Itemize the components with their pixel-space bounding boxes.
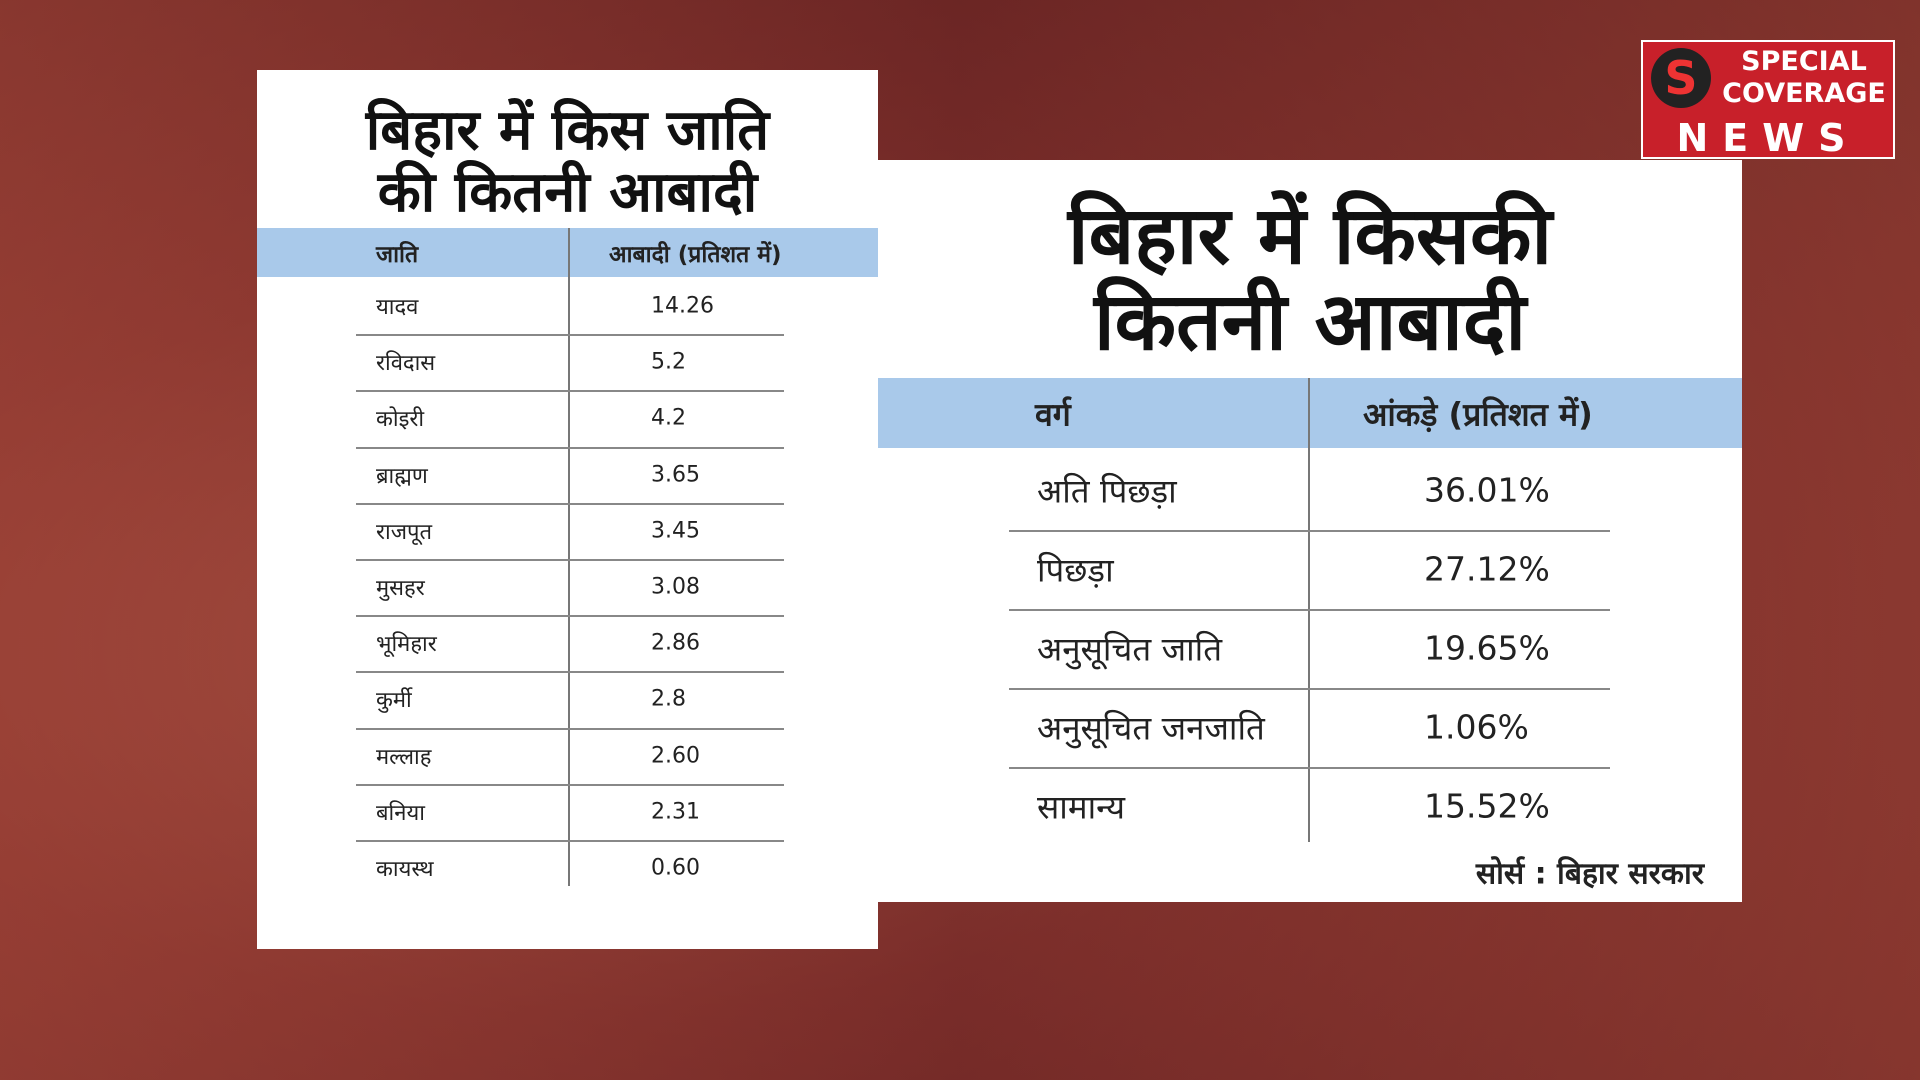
right-title-line2: कितनी आबादी: [1093, 275, 1527, 368]
right-title-line1: बिहार में किसकी: [1067, 189, 1553, 282]
row-divider: [356, 390, 784, 393]
right-panel: बिहार में किसकी कितनी आबादी सोर्स : बिहा…: [878, 160, 1742, 902]
logo-line3: NEWS: [1676, 116, 1860, 160]
value-cell: 3.65: [651, 462, 700, 488]
column-divider: [568, 228, 570, 886]
left-title-line2: की कितनी आबादी: [377, 160, 758, 225]
label-cell: कोइरी: [376, 407, 425, 433]
value-cell: 2.60: [651, 743, 700, 769]
logo: S SPECIAL COVERAGE NEWS: [1641, 40, 1895, 160]
value-cell: 36.01%: [1424, 470, 1550, 510]
value-cell: 14.26: [651, 293, 714, 319]
label-cell: कुर्मी: [376, 688, 412, 714]
value-cell: 3.08: [651, 574, 700, 600]
label-cell: अति पिछड़ा: [1037, 471, 1177, 511]
row-divider: [1009, 608, 1610, 611]
column-header: जाति: [376, 242, 419, 268]
value-cell: 2.31: [651, 799, 700, 825]
label-cell: पिछड़ा: [1037, 550, 1114, 590]
label-cell: मल्लाह: [376, 744, 432, 770]
row-divider: [356, 671, 784, 674]
header-band: [257, 228, 878, 277]
logo-line2: COVERAGE: [1722, 78, 1886, 109]
row-divider: [356, 446, 784, 449]
label-cell: ब्राह्मण: [376, 463, 428, 489]
column-header: वर्ग: [1035, 395, 1071, 434]
value-cell: 1.06%: [1424, 707, 1529, 747]
value-cell: 15.52%: [1424, 786, 1550, 826]
column-header: आंकड़े (प्रतिशत में): [1363, 395, 1593, 434]
row-divider: [1009, 766, 1610, 769]
value-cell: 3.45: [651, 518, 700, 544]
label-cell: रविदास: [376, 351, 436, 377]
column-header: आबादी (प्रतिशत में): [609, 242, 782, 268]
label-cell: भूमिहार: [376, 632, 437, 658]
row-divider: [356, 783, 784, 786]
row-divider: [1009, 687, 1610, 690]
row-divider: [356, 502, 784, 505]
value-cell: 27.12%: [1424, 549, 1550, 589]
label-cell: राजपूत: [376, 519, 433, 545]
row-divider: [356, 839, 784, 842]
label-cell: मुसहर: [376, 576, 425, 601]
value-cell: 0.60: [651, 855, 700, 881]
logo-letter: S: [1651, 48, 1711, 108]
value-cell: 19.65%: [1424, 628, 1550, 668]
label-cell: कायस्थ: [376, 857, 434, 882]
label-cell: अनुसूचित जाति: [1037, 629, 1223, 669]
value-cell: 4.2: [651, 405, 686, 431]
label-cell: बनिया: [376, 800, 425, 826]
value-cell: 2.8: [651, 686, 686, 712]
row-divider: [356, 334, 784, 337]
left-panel: बिहार में किस जाति की कितनी आबादी जाति आब…: [257, 70, 878, 949]
label-cell: सामान्य: [1037, 787, 1126, 827]
label-cell: यादव: [376, 295, 419, 320]
label-cell: अनुसूचित जनजाति: [1037, 708, 1265, 748]
value-cell: 5.2: [651, 349, 686, 375]
header-band: [878, 378, 1742, 448]
row-divider: [356, 558, 784, 561]
left-title-line1: बिहार में किस जाति: [365, 98, 770, 163]
row-divider: [1009, 529, 1610, 532]
logo-line1: SPECIAL: [1741, 46, 1867, 77]
row-divider: [356, 727, 784, 730]
row-divider: [356, 615, 784, 618]
source: सोर्स : बिहार सरकार: [1475, 856, 1704, 892]
value-cell: 2.86: [651, 630, 700, 656]
